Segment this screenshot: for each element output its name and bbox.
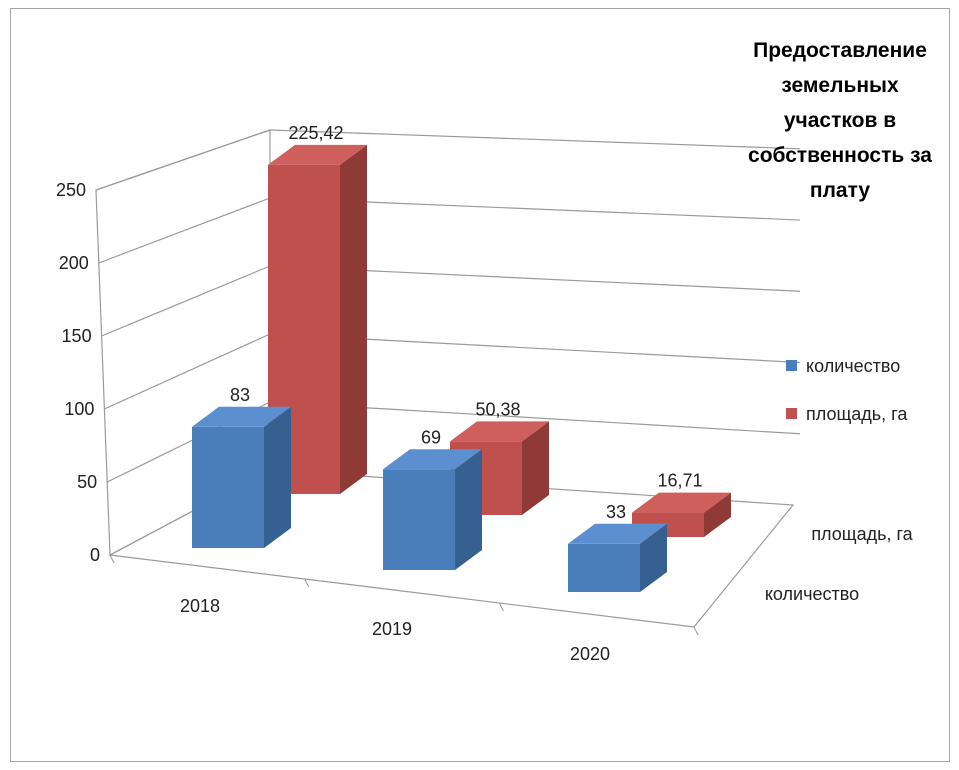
- chart-title-line: Предоставление: [753, 39, 927, 62]
- bar-side: [640, 523, 667, 592]
- bar-side: [522, 421, 549, 515]
- x-tick-mark: [693, 626, 699, 636]
- data-label: 83: [230, 385, 250, 405]
- bar-top: [450, 421, 549, 442]
- gridline-side: [98, 197, 271, 264]
- depth-axis-label: количество: [765, 584, 859, 604]
- depth-axis-label: площадь, га: [811, 524, 913, 544]
- y-tick-label: 50: [77, 472, 97, 492]
- bar-top: [632, 492, 731, 513]
- x-tick-mark: [498, 602, 504, 612]
- legend-swatch-ploshchad: [786, 408, 797, 419]
- bar-kolichestvo-2020: [568, 523, 667, 592]
- labels-layer: 0 50 100 150 200 250 2018 2019 2020 количество пло…: [56, 123, 914, 664]
- bar-kolichestvo-2019: [383, 449, 482, 570]
- y-tick-label: 0: [90, 545, 100, 565]
- y-tick-label: 200: [59, 253, 89, 273]
- category-label: 2019: [372, 619, 412, 639]
- bar-front: [192, 426, 264, 548]
- x-tick-mark: [304, 578, 310, 588]
- bar-top: [383, 449, 482, 470]
- data-label: 33: [606, 502, 626, 522]
- y-tick-label: 150: [62, 326, 92, 346]
- gridline-side: [95, 129, 271, 191]
- bar-side: [340, 144, 367, 494]
- bar-side: [704, 492, 731, 537]
- gridline-side: [104, 333, 271, 410]
- gridline: [269, 129, 801, 150]
- data-label: 16,71: [657, 471, 702, 491]
- bar-front: [568, 543, 640, 592]
- chart-title-line: собственность за: [748, 144, 932, 167]
- gridline-side: [101, 265, 271, 337]
- data-label: 50,38: [475, 399, 520, 419]
- bar-top: [568, 523, 667, 544]
- data-label: 69: [421, 427, 441, 447]
- bars-layer: [192, 144, 731, 592]
- bar-kolichestvo-2018: [192, 406, 291, 548]
- bar-front: [383, 469, 455, 570]
- legend-label-kolichestvo: количество: [806, 356, 900, 376]
- y-tick-label: 250: [56, 180, 86, 200]
- data-label: 225,42: [288, 123, 343, 143]
- chart-title-line: плату: [810, 179, 871, 202]
- legend-swatch-kolichestvo: [786, 360, 797, 371]
- bar-side: [264, 406, 291, 548]
- bar-top: [268, 144, 367, 165]
- bar-top: [192, 406, 291, 427]
- category-label: 2018: [180, 596, 220, 616]
- y-tick-label: 100: [64, 399, 94, 419]
- chart-title-line: участков в: [784, 109, 896, 132]
- chart-title-line: земельных: [781, 74, 899, 97]
- chart-frame: [10, 8, 950, 762]
- bar-side: [455, 449, 482, 570]
- legend-label-ploshchad: площадь, га: [806, 404, 908, 424]
- category-label: 2020: [570, 644, 610, 664]
- x-tick-mark: [109, 554, 115, 564]
